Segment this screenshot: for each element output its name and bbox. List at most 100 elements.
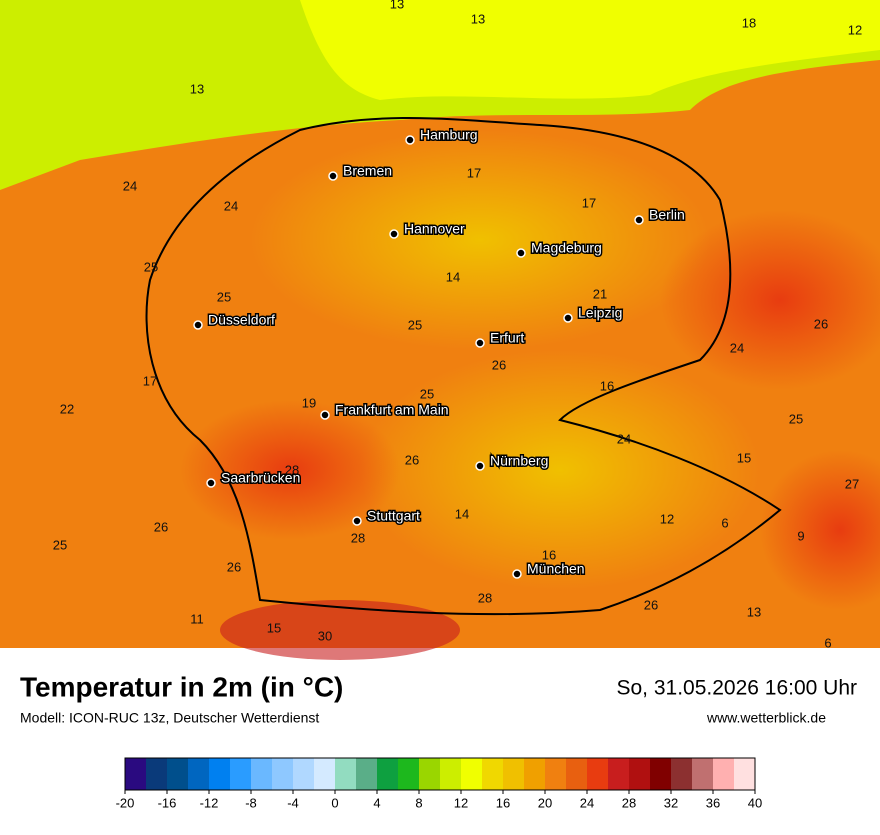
map-value: 24 bbox=[224, 198, 238, 213]
map-value: 12 bbox=[848, 22, 862, 37]
colorbar-tick-label: 4 bbox=[373, 795, 380, 810]
city-label: Saarbrücken bbox=[221, 470, 300, 486]
map-value: 26 bbox=[492, 357, 506, 372]
map-value: 19 bbox=[302, 395, 316, 410]
colorbar-segment bbox=[314, 758, 336, 790]
map-value: 26 bbox=[227, 559, 241, 574]
city-label: Nürnberg bbox=[490, 453, 548, 469]
colorbar-tick-label: -8 bbox=[245, 795, 257, 810]
city-label: Hannover bbox=[404, 221, 465, 237]
city-dot bbox=[328, 171, 338, 181]
colorbar-tick-label: 36 bbox=[706, 795, 720, 810]
city-dot bbox=[389, 229, 399, 239]
colorbar-tick-label: 28 bbox=[622, 795, 636, 810]
map-value: 28 bbox=[351, 530, 365, 545]
map-value: 24 bbox=[617, 431, 631, 446]
city-dot bbox=[193, 320, 203, 330]
colorbar: -20 -16 -12 -8 -4 0 4 8 12 16 20 24 28 32 36 40 bbox=[116, 757, 762, 810]
map-value: 15 bbox=[737, 450, 751, 465]
colorbar-segment bbox=[692, 758, 714, 790]
colorbar-segment bbox=[356, 758, 378, 790]
city-label: Stuttgart bbox=[367, 508, 420, 524]
colorbar-tick-label: 40 bbox=[748, 795, 762, 810]
city-label: Magdeburg bbox=[531, 240, 602, 256]
city-dot bbox=[475, 461, 485, 471]
map-value: 17 bbox=[143, 373, 157, 388]
map-value: 30 bbox=[318, 628, 332, 643]
map-value: 24 bbox=[123, 178, 137, 193]
colorbar-segment bbox=[230, 758, 252, 790]
map-value: 14 bbox=[446, 269, 460, 284]
colorbar-tick-label: 20 bbox=[538, 795, 552, 810]
colorbar-segment bbox=[398, 758, 420, 790]
website: www.wetterblick.de bbox=[706, 710, 826, 726]
city-dot bbox=[634, 215, 644, 225]
colorbar-segment bbox=[167, 758, 189, 790]
colorbar-segment bbox=[566, 758, 588, 790]
datetime: So, 31.05.2026 16:00 Uhr bbox=[616, 677, 857, 700]
colorbar-segment bbox=[650, 758, 672, 790]
colorbar-segment bbox=[734, 758, 756, 790]
colorbar-segment bbox=[671, 758, 693, 790]
map-value: 28 bbox=[285, 462, 299, 477]
colorbar-tick-label: 8 bbox=[415, 795, 422, 810]
map-value: 26 bbox=[644, 597, 658, 612]
city-label: Erfurt bbox=[490, 330, 524, 346]
colorbar-segment bbox=[440, 758, 462, 790]
city-label: Düsseldorf bbox=[208, 312, 275, 328]
colorbar-segment bbox=[503, 758, 525, 790]
map-value: 25 bbox=[789, 411, 803, 426]
colorbar-segment bbox=[293, 758, 315, 790]
city-dot bbox=[206, 478, 216, 488]
colorbar-segment bbox=[146, 758, 168, 790]
colorbar-segment bbox=[335, 758, 357, 790]
map-value: 25 bbox=[408, 317, 422, 332]
city-dot bbox=[352, 516, 362, 526]
colorbar-tick-label: 16 bbox=[496, 795, 510, 810]
colorbar-segment bbox=[713, 758, 735, 790]
colorbar-tick-label: 12 bbox=[454, 795, 468, 810]
map-value: 6 bbox=[721, 515, 728, 530]
colorbar-segment bbox=[545, 758, 567, 790]
colorbar-segment bbox=[587, 758, 609, 790]
city-label: Bremen bbox=[343, 163, 392, 179]
map-labels: 13 13 18 12 13 17 24 24 17 25 14 25 21 25 26 24 26 17 16 25… bbox=[53, 0, 862, 650]
map-value: 11 bbox=[190, 611, 204, 626]
map-value: 13 bbox=[747, 604, 761, 619]
map-value: 24 bbox=[730, 340, 744, 355]
map-value: 27 bbox=[845, 476, 859, 491]
map-value: 9 bbox=[797, 528, 804, 543]
colorbar-segment bbox=[629, 758, 651, 790]
map-value: 18 bbox=[742, 15, 756, 30]
map-value: 22 bbox=[60, 401, 74, 416]
colorbar-tick-label: -16 bbox=[158, 795, 177, 810]
map-value: 13 bbox=[390, 0, 404, 11]
map-value: 25 bbox=[144, 259, 158, 274]
city-label: Frankfurt am Main bbox=[335, 402, 449, 418]
map bbox=[0, 0, 880, 660]
colorbar-segment bbox=[251, 758, 273, 790]
map-value: 16 bbox=[600, 378, 614, 393]
map-value: 21 bbox=[593, 286, 607, 301]
colorbar-segment bbox=[125, 758, 147, 790]
city-dot bbox=[405, 135, 415, 145]
map-value: 6 bbox=[824, 635, 831, 650]
map-value: 25 bbox=[420, 386, 434, 401]
map-value: 26 bbox=[154, 519, 168, 534]
colorbar-segment bbox=[272, 758, 294, 790]
colorbar-tick-label: -20 bbox=[116, 795, 135, 810]
colorbar-segment bbox=[608, 758, 630, 790]
map-value: 25 bbox=[217, 289, 231, 304]
colorbar-tick-label: -4 bbox=[287, 795, 299, 810]
map-value: 15 bbox=[267, 620, 281, 635]
colorbar-segment bbox=[419, 758, 441, 790]
map-value: 28 bbox=[478, 590, 492, 605]
colorbar-frame bbox=[124, 757, 756, 791]
city-label: Hamburg bbox=[420, 127, 478, 143]
map-value: 16 bbox=[542, 547, 556, 562]
colorbar-segment bbox=[482, 758, 504, 790]
city-label: Leipzig bbox=[578, 305, 622, 321]
city-dot bbox=[516, 248, 526, 258]
footer: Temperatur in 2m (in °C) Modell: ICON-RU… bbox=[20, 671, 857, 725]
